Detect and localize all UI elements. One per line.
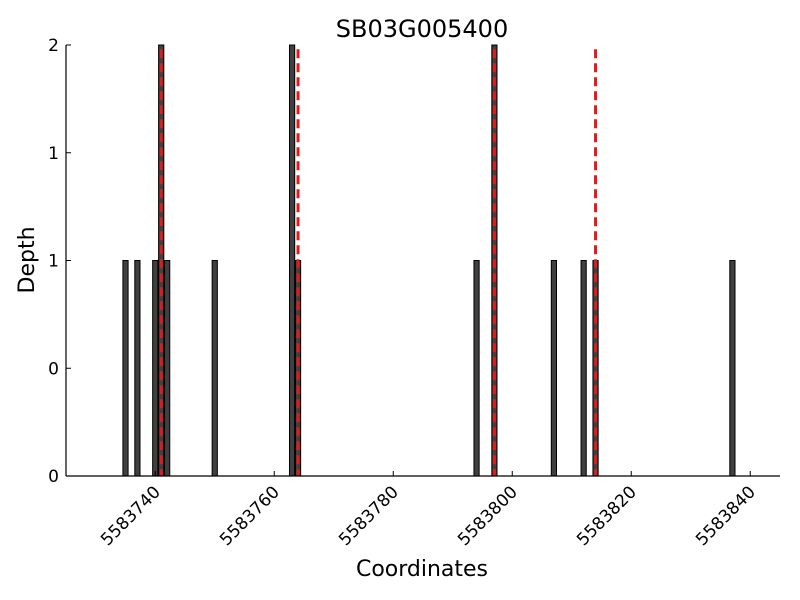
bars-group xyxy=(122,44,736,477)
bar xyxy=(289,44,296,477)
y-tick-label: 1 xyxy=(48,252,59,272)
bar xyxy=(580,260,587,477)
x-axis-label: Coordinates xyxy=(356,557,488,582)
y-tick-label: 2 xyxy=(48,36,59,56)
bar xyxy=(473,260,480,477)
bar xyxy=(122,260,129,477)
reference-lines-group xyxy=(159,49,598,476)
bar xyxy=(211,260,218,477)
bar xyxy=(729,260,736,477)
x-tick-label: 5583780 xyxy=(335,482,403,550)
y-tick-label: 0 xyxy=(48,467,59,487)
chart-title: SB03G005400 xyxy=(336,15,508,43)
x-axis-ticks: 5583740 5583760 5583780 5583800 5583820 55838… xyxy=(97,471,760,550)
x-tick-label: 5583840 xyxy=(692,482,760,550)
y-tick-label: 1 xyxy=(48,144,59,164)
y-axis-label: Depth xyxy=(15,226,40,293)
y-axis-ticks: 0 0 1 1 2 xyxy=(48,36,71,487)
x-tick-label: 5583760 xyxy=(216,482,284,550)
bar xyxy=(164,260,171,477)
bar xyxy=(152,260,159,477)
bar xyxy=(550,260,557,477)
y-tick-label: 0 xyxy=(48,359,59,379)
x-tick-label: 5583800 xyxy=(454,482,522,550)
x-tick-label: 5583820 xyxy=(573,482,641,550)
x-tick-label: 5583740 xyxy=(97,482,165,550)
bar xyxy=(134,260,141,477)
